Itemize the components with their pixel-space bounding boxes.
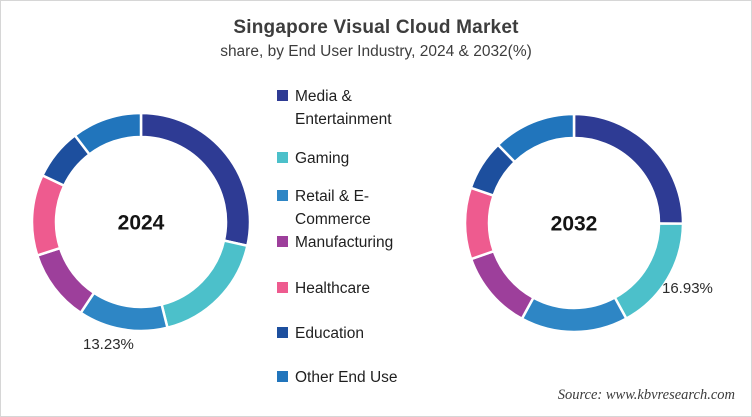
donut-slice-2032-gaming [613, 222, 685, 321]
legend-swatch [277, 236, 288, 247]
legend-item-other-end-use: Other End Use [277, 366, 398, 389]
legend-item-label: Retail & E-Commerce [295, 188, 371, 228]
donut-slice-2032-other-end-use [496, 112, 576, 164]
donut-year-label: 2024 [118, 212, 165, 235]
donut-slice-2024-retail-e-commerce [78, 291, 169, 333]
donut-chart-2024: 2024 [21, 102, 261, 342]
legend: Media & Entertainment Gaming Retail & E-Co… [277, 1, 447, 416]
donut-chart-2032: 2032 [454, 103, 694, 343]
donut-slice-2024-healthcare [30, 173, 66, 258]
donut-year-label: 2032 [551, 213, 598, 236]
legend-swatch [277, 282, 288, 293]
donut-slice-2032-healthcare [463, 186, 496, 261]
donut-slice-2032-manufacturing [469, 249, 536, 321]
data-label-2024-retail: 13.23% [83, 336, 134, 353]
source-credit: Source: www.kbvresearch.com [557, 387, 735, 403]
donut-slice-2024-gaming [160, 239, 249, 330]
donut-slice-2032-media-entertainment [572, 112, 685, 225]
legend-item-label: Gaming [295, 150, 350, 167]
legend-item-label: Healthcare [295, 280, 370, 297]
legend-item-label: Manufacturing [295, 234, 394, 251]
legend-swatch [277, 152, 288, 163]
legend-item-gaming: Gaming [277, 147, 349, 170]
legend-item-label: Media & Entertainment [295, 88, 392, 128]
legend-item-manufacturing: Manufacturing [277, 231, 393, 254]
donut-slice-2032-retail-e-commerce [520, 295, 629, 334]
legend-swatch [277, 90, 288, 101]
legend-item-healthcare: Healthcare [277, 277, 370, 300]
legend-item-media-entertainment: Media & Entertainment [277, 85, 423, 131]
legend-swatch [277, 327, 288, 338]
donut-slice-2024-other-end-use [73, 111, 143, 157]
legend-item-retail-e-commerce: Retail & E-Commerce [277, 185, 423, 231]
donut-slice-2024-manufacturing [35, 246, 96, 315]
legend-swatch [277, 371, 288, 382]
data-label-2032-gaming: 16.93% [662, 280, 713, 297]
legend-item-label: Education [295, 325, 364, 342]
legend-item-education: Education [277, 322, 364, 345]
legend-swatch [277, 190, 288, 201]
chart-title: Singapore Visual Cloud Market [233, 17, 519, 38]
chart-subtitle: share, by End User Industry, 2024 & 2032… [220, 43, 532, 60]
legend-item-label: Other End Use [295, 369, 398, 386]
